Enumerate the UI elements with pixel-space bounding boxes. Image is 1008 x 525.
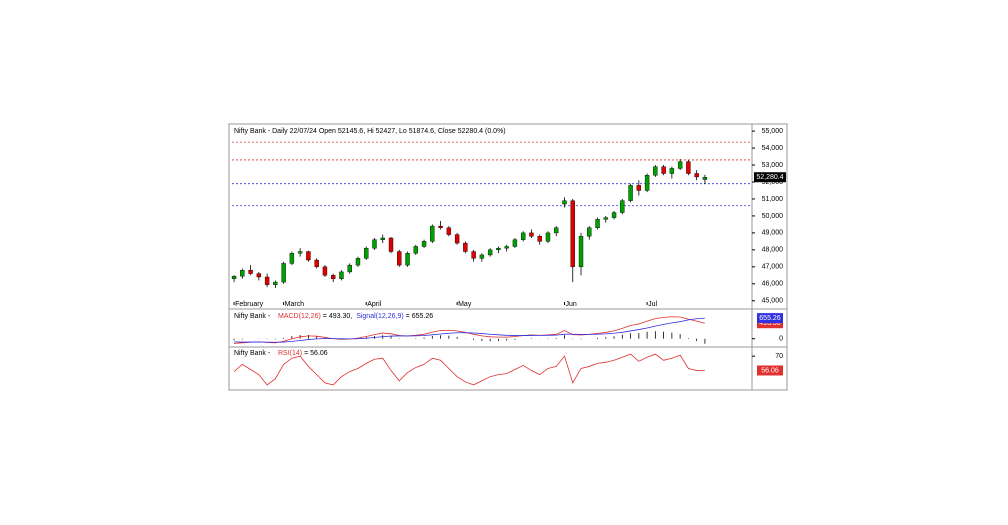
x-tick-label: Jun xyxy=(565,301,576,308)
y-tick-label: 70 xyxy=(775,353,783,360)
panel-label: Nifty Bank - xyxy=(234,350,271,357)
candle-body xyxy=(438,225,443,229)
last-value-label: 493.30 xyxy=(759,320,781,327)
candle-body xyxy=(644,175,650,191)
legend-name: MACD(12,26) xyxy=(278,313,321,320)
y-tick-label: 51,000 xyxy=(762,196,784,203)
candle-body xyxy=(653,166,658,176)
candle-body xyxy=(240,270,245,277)
candle-body xyxy=(405,253,410,266)
candle-body xyxy=(628,185,633,201)
last-value-label: 56.06 xyxy=(761,367,779,374)
candle-body xyxy=(603,217,608,220)
chart-title: Nifty Bank - Daily 22/07/24 Open 52145.6… xyxy=(234,128,506,135)
candle-body xyxy=(256,273,262,278)
y-tick-label: 55,000 xyxy=(762,128,784,135)
candle-body xyxy=(454,234,460,244)
indicator-line xyxy=(233,353,705,386)
y-tick-label: 0 xyxy=(779,336,783,343)
candle-body xyxy=(686,161,691,174)
y-tick-label: 53,000 xyxy=(762,162,784,169)
legend-readout: = 655.26 xyxy=(406,313,434,320)
candle-body xyxy=(446,227,452,235)
candle-body xyxy=(297,251,303,254)
candle-body xyxy=(231,275,237,279)
candle-body xyxy=(430,225,435,242)
candle-body xyxy=(273,281,278,285)
candle-body xyxy=(611,212,617,218)
candle-body xyxy=(570,200,575,268)
y-tick-label: 49,000 xyxy=(762,230,784,237)
candle-body xyxy=(306,251,311,261)
panel-label: Nifty Bank - xyxy=(234,313,271,320)
last-price-label: 52,280.4 xyxy=(756,174,783,181)
last-value-box xyxy=(757,313,783,324)
candle-body xyxy=(702,177,708,180)
candle-body xyxy=(512,239,518,247)
candle-body xyxy=(388,237,394,252)
candle-body xyxy=(355,258,361,266)
candle-body xyxy=(372,239,377,249)
y-tick-label: 48,000 xyxy=(762,247,784,254)
candle-body xyxy=(562,200,567,205)
x-tick-label: February xyxy=(235,301,264,308)
candle-body xyxy=(520,232,526,240)
candle-body xyxy=(322,266,328,276)
x-tick-label: May xyxy=(458,301,472,308)
candle-body xyxy=(677,161,683,169)
candle-body xyxy=(587,227,592,237)
candle-body xyxy=(487,249,493,256)
x-tick-label: March xyxy=(285,301,305,308)
indicator-line xyxy=(234,316,706,344)
indicator-line xyxy=(234,317,705,343)
last-value-box xyxy=(757,318,783,329)
candle-body xyxy=(669,168,675,174)
last-price-box xyxy=(754,172,786,183)
y-tick-label: 45,000 xyxy=(762,298,784,305)
legend-readout: = 56.06 xyxy=(304,350,328,357)
candle-body xyxy=(314,259,319,268)
y-tick-label: 50,000 xyxy=(762,213,784,220)
x-tick-label: Jul xyxy=(648,301,657,308)
candle-body xyxy=(281,263,286,283)
frame xyxy=(228,123,788,391)
candle-body xyxy=(636,185,642,191)
candle-body xyxy=(694,173,699,178)
y-tick-label: 46,000 xyxy=(762,281,784,288)
candle-body xyxy=(661,166,666,174)
candle-body xyxy=(529,232,534,237)
candle-body xyxy=(264,276,270,285)
candle-body xyxy=(397,251,402,266)
x-tick-label: April xyxy=(367,301,381,308)
candle-body xyxy=(504,246,509,249)
y-tick-label: 54,000 xyxy=(762,145,784,152)
candle-body xyxy=(364,247,369,259)
candle-body xyxy=(620,200,625,213)
candle-body xyxy=(248,270,253,274)
candle-body xyxy=(380,237,385,240)
candle-body xyxy=(537,236,542,242)
candle-body xyxy=(463,242,468,252)
candle-body xyxy=(578,236,584,268)
candle-body xyxy=(479,254,485,259)
legend-readout: = 493.30, xyxy=(323,313,352,320)
last-value-label: 655.26 xyxy=(759,315,781,322)
legend-name: RSI(14) xyxy=(278,350,302,357)
candle-body xyxy=(545,232,551,242)
candle-body xyxy=(339,271,344,279)
candle-body xyxy=(554,227,559,234)
candle-body xyxy=(413,246,418,254)
y-tick-label: 47,000 xyxy=(762,264,784,271)
candle-body xyxy=(471,251,476,259)
candle-body xyxy=(421,241,427,247)
candle-body xyxy=(330,275,336,279)
candle-body xyxy=(595,219,600,229)
legend-name: Signal(12,26,9) xyxy=(356,313,403,320)
y-tick-label: 52,000 xyxy=(762,179,784,186)
candle-body xyxy=(347,264,352,273)
candle-body xyxy=(496,247,501,251)
last-value-box xyxy=(757,365,783,376)
candle-body xyxy=(289,253,295,264)
